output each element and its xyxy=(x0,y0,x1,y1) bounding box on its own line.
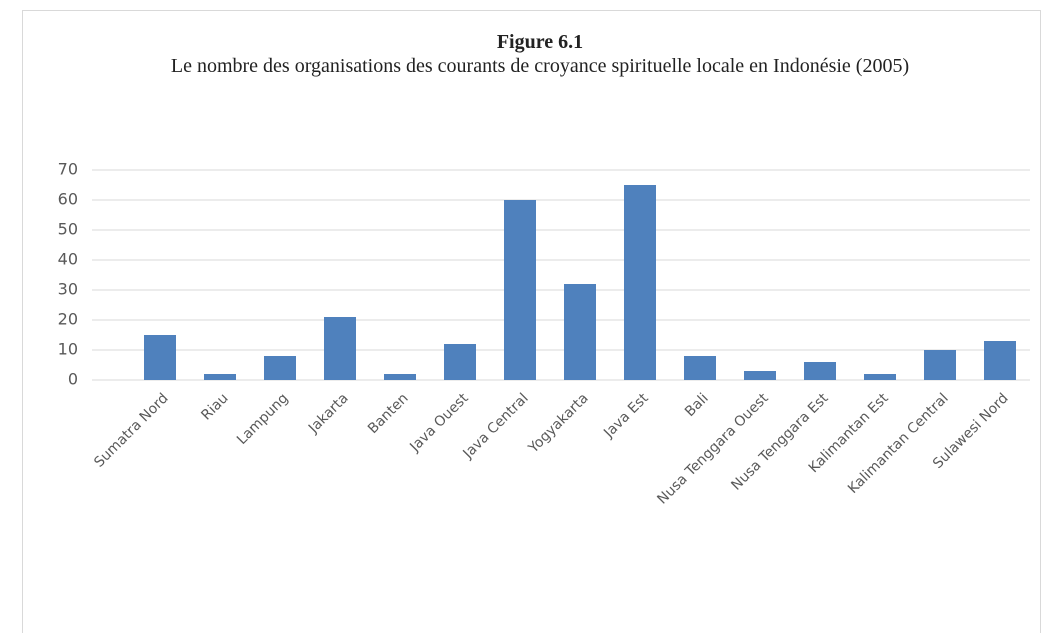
bar xyxy=(924,350,956,380)
bar xyxy=(564,284,596,380)
x-tick-label: Banten xyxy=(365,390,412,437)
x-tick-label: Lampung xyxy=(234,390,292,448)
x-tick-label: Nusa Tenggara Ouest xyxy=(654,390,772,508)
chart-title: Figure 6.1 xyxy=(496,31,584,53)
x-tick-label: Yogyakarta xyxy=(525,390,592,457)
bar xyxy=(624,185,656,380)
bar xyxy=(684,356,716,380)
y-tick-label: 20 xyxy=(58,310,78,329)
bar xyxy=(264,356,296,380)
chart-border xyxy=(22,10,1041,633)
y-tick-label: 60 xyxy=(58,190,78,209)
y-tick-label: 70 xyxy=(58,160,78,179)
bar xyxy=(144,335,176,380)
bar xyxy=(744,371,776,380)
x-tick-label: Java Ouest xyxy=(406,390,472,456)
bar xyxy=(324,317,356,380)
bar xyxy=(864,374,896,380)
bar xyxy=(384,374,416,380)
x-tick-label: Java Est xyxy=(600,390,652,442)
bar xyxy=(984,341,1016,380)
y-tick-label: 0 xyxy=(68,370,78,389)
bar xyxy=(444,344,476,380)
chart-header: Figure 6.1 Le nombre des organisations d… xyxy=(130,30,950,78)
y-tick-label: 50 xyxy=(58,220,78,239)
bar xyxy=(504,200,536,380)
bar xyxy=(204,374,236,380)
x-tick-label: Sumatra Nord xyxy=(91,390,171,470)
x-tick-label: Kalimantan Central xyxy=(845,390,952,497)
y-tick-label: 40 xyxy=(58,250,78,269)
x-tick-label: Riau xyxy=(198,390,231,423)
x-tick-label: Jakarta xyxy=(305,390,352,437)
chart-subtitle: Le nombre des organisations des courants… xyxy=(170,55,910,77)
x-tick-label: Bali xyxy=(682,390,712,420)
y-tick-label: 10 xyxy=(58,340,78,359)
y-tick-label: 30 xyxy=(58,280,78,299)
bar xyxy=(804,362,836,380)
